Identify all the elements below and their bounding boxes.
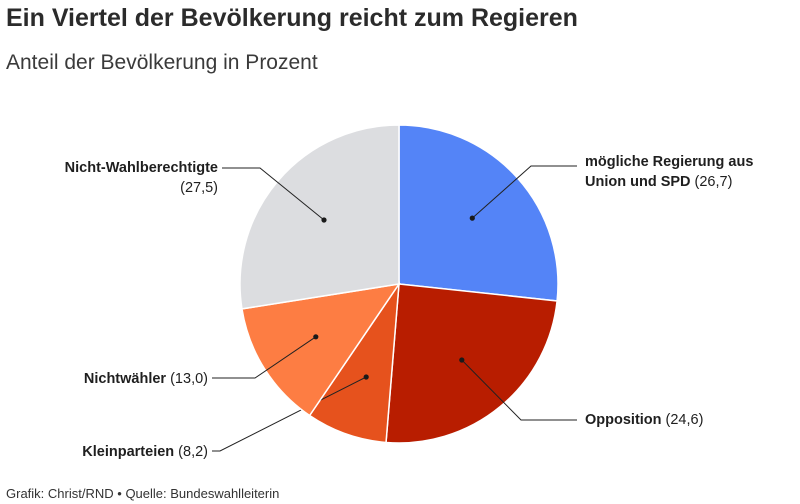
slice-marker-dot bbox=[363, 374, 369, 380]
footer-credits: Grafik: Christ/RND • Quelle: Bundeswahll… bbox=[6, 486, 279, 501]
slice-label-name: Opposition bbox=[585, 412, 662, 428]
pie-slice bbox=[241, 282, 401, 417]
footer-separator: • bbox=[117, 486, 122, 501]
slice-value-label: (24,6) bbox=[662, 412, 704, 428]
slice-label-name: Nichtwähler bbox=[84, 371, 167, 387]
pie-slice bbox=[385, 283, 558, 444]
slice-value-label: (27,5) bbox=[180, 180, 218, 196]
leader-line bbox=[461, 359, 577, 421]
slice-label: Nichtwähler (13,0) bbox=[84, 371, 208, 387]
slice-marker-dot bbox=[459, 357, 465, 363]
slice-label-name: Union und SPD bbox=[585, 174, 691, 190]
leader-line bbox=[471, 165, 577, 219]
slice-label: mögliche Regierung aus bbox=[585, 154, 753, 170]
slice-label: Nicht-Wahlberechtigte bbox=[65, 160, 218, 176]
slice-value-label: (13,0) bbox=[166, 371, 208, 387]
slice-value-label: (8,2) bbox=[174, 444, 208, 460]
footer-quelle: Quelle: Bundeswahlleiterin bbox=[125, 486, 280, 501]
chart-subtitle: Anteil der Bevölkerung in Prozent bbox=[6, 51, 318, 74]
slice-label: Union und SPD (26,7) bbox=[585, 174, 732, 190]
slice-label: Opposition (24,6) bbox=[585, 412, 703, 428]
slice-marker-dot bbox=[321, 217, 327, 223]
slice-marker-dot bbox=[313, 334, 319, 340]
slice-label-name: Nicht-Wahlberechtigte bbox=[65, 160, 218, 176]
leader-line bbox=[222, 167, 325, 221]
leader-line bbox=[212, 336, 317, 379]
slice-value-label: (26,7) bbox=[691, 174, 733, 190]
slice-label: Kleinparteien (8,2) bbox=[82, 444, 208, 460]
slice-label-name: Kleinparteien bbox=[82, 444, 174, 460]
pie-chart: mögliche Regierung aus Union und SPD (26,… bbox=[65, 124, 753, 460]
slice-label-name: mögliche Regierung aus bbox=[585, 154, 753, 170]
chart-title: Ein Viertel der Bevölkerung reicht zum R… bbox=[6, 4, 578, 32]
footer-grafik: Grafik: Christ/RND bbox=[6, 486, 114, 501]
slice-marker-dot bbox=[469, 215, 475, 221]
